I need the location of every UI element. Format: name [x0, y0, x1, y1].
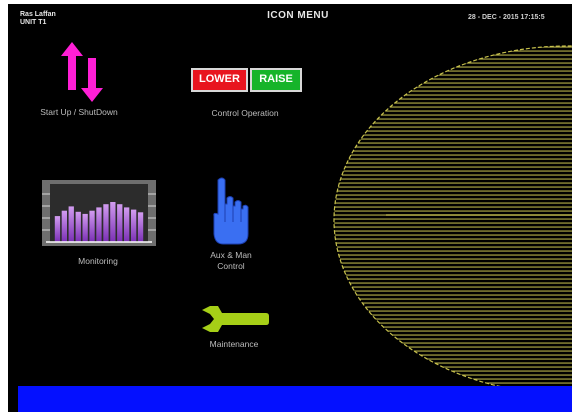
startup-label: Start Up / ShutDown: [40, 107, 118, 117]
bottom-navigation-bar[interactable]: [18, 386, 572, 412]
bar-graph-icon: [42, 180, 156, 246]
monitor-bar: [68, 206, 74, 242]
hatched-ellipse-graphic: [333, 45, 572, 395]
station-line-2: UNIT T1: [20, 19, 47, 26]
monitor-bar: [61, 210, 67, 242]
monitor-bar: [131, 209, 137, 242]
wrench-icon: [202, 306, 269, 332]
monitor-bar: [89, 210, 95, 242]
date-time: 28 - DEC - 2015 17:15:5: [468, 14, 545, 21]
monitor-bar: [110, 202, 116, 242]
pointing-hand-icon: [213, 177, 249, 245]
monitor-bar: [117, 204, 123, 242]
monitor-bar: [82, 213, 88, 242]
aux-label-line-1: Aux & Man: [210, 250, 252, 260]
monitor-bar: [137, 212, 144, 242]
station-line-1: Ras Laffan: [20, 11, 56, 18]
control-label: Control Operation: [211, 108, 279, 118]
lower-button[interactable]: LOWER: [191, 68, 248, 92]
monitoring-label: Monitoring: [78, 256, 118, 266]
maintenance-label: Maintenance: [209, 339, 259, 349]
monitor-bar: [54, 216, 61, 242]
page-title: ICON MENU: [267, 10, 329, 21]
up-down-arrows-icon: [61, 42, 103, 102]
monitor-bar: [75, 211, 81, 242]
monitor-bar: [96, 207, 102, 242]
monitor-bar: [124, 207, 130, 242]
aux-label-line-2: Control: [217, 261, 245, 271]
raise-button[interactable]: RAISE: [250, 68, 302, 92]
monitor-bar: [103, 204, 109, 242]
aux-label: Aux & Man Control: [180, 250, 282, 272]
station-name: Ras Laffan UNIT T1: [20, 11, 56, 27]
hmi-screen: Ras Laffan UNIT T1 ICON MENU 28 - DEC - …: [8, 4, 572, 412]
